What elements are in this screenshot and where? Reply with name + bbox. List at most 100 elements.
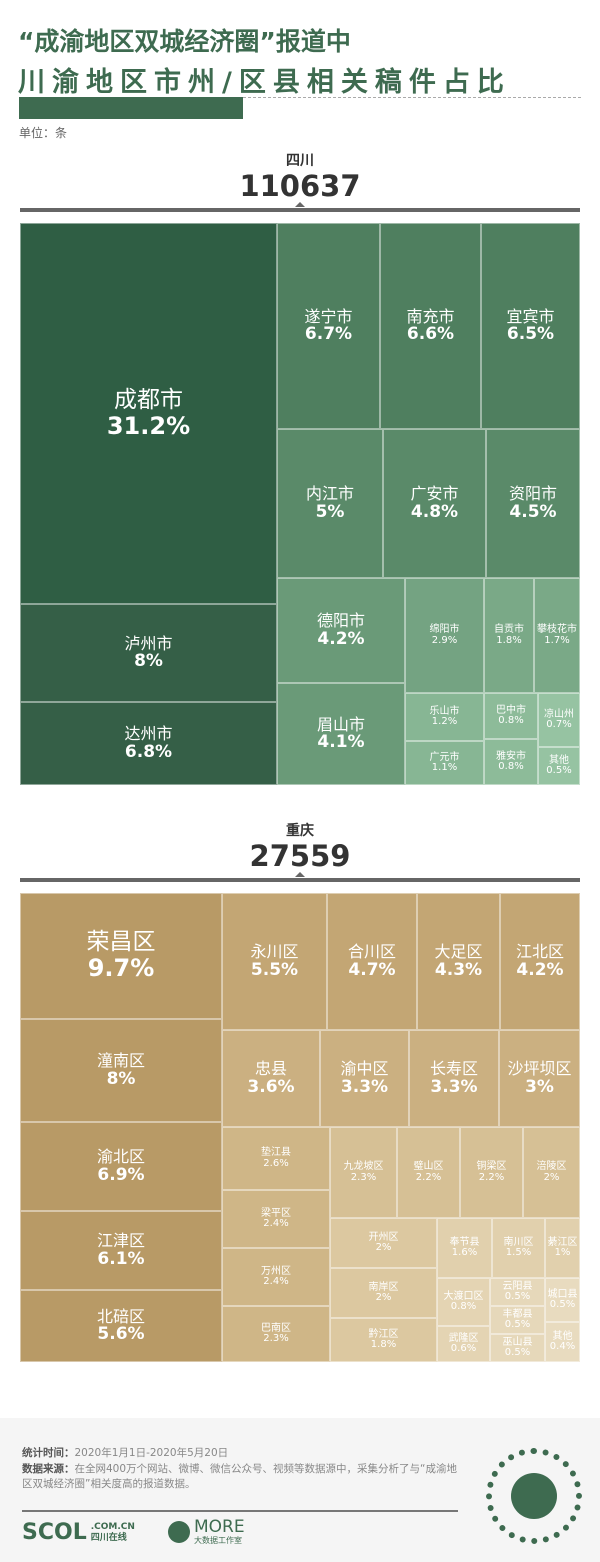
cell-pct: 4.2% [516,959,564,980]
treemap-cell: 攀枝花市 1.7% [534,578,580,693]
cell-pct: 6.8% [124,741,173,762]
unit-label: 单位：条 [19,126,68,140]
treemap-cell: 南岸区 2% [330,1268,437,1318]
cell-pct: 4.2% [317,628,365,649]
cell-pct: 2.2% [415,1171,442,1183]
cell-pct: 1.7% [544,634,570,646]
cell-pct: 0.5% [549,1299,576,1310]
logo-text: SCOL [22,1520,87,1545]
treemap-cell: 南川区 1.5% [492,1218,545,1278]
cell-name: 武隆区 [448,1332,479,1344]
cell-pct: 1.8% [370,1339,397,1350]
cell-pct: 1.1% [431,762,458,773]
time-label: 统计时间： [22,1447,75,1459]
cell-pct: 0.8% [498,715,524,726]
cell-name: 铜梁区 [476,1161,507,1172]
cell-name: 南岸区 [368,1281,399,1293]
cell-pct: 0.4% [549,1341,576,1352]
cell-pct: 2% [375,1292,392,1303]
cell-name: 长寿区 [429,1059,478,1079]
treemap-cell: 云阳县 0.5% [490,1278,545,1306]
region-axis [20,872,580,882]
treemap-cell: 自贡市 1.8% [484,578,534,693]
treemap-cell: 遂宁市 6.7% [277,223,380,429]
cell-pct: 4.3% [434,959,483,980]
cell-pct: 2.9% [431,634,458,646]
cell-name: 黔江区 [368,1328,399,1340]
title-line2: 川渝地区市州/区县相关稿件占比 [18,67,511,98]
treemap-cell: 其他 0.5% [538,747,580,785]
stat-time: 统计时间：2020年1月1日-2020年5月20日 [22,1446,462,1461]
cell-pct: 2.4% [263,1276,289,1287]
cell-name: 涪陵区 [536,1161,567,1172]
data-source: 数据来源：在全网400万个网站、微博、微信公众号、视频等数据源中，采集分析了与“… [22,1462,462,1492]
cell-name: 内江市 [305,484,354,504]
chongqing-header: 重庆 27559 [0,820,600,872]
logo-sub: .COM.CN [90,1521,135,1532]
cell-pct: 3.6% [247,1076,295,1097]
treemap-cell: 渝中区 3.3% [320,1030,409,1127]
cell-name: 沙坪坝区 [507,1059,572,1079]
cell-pct: 6.5% [506,324,555,345]
cell-name: 璧山区 [413,1161,444,1172]
treemap-cell: 涪陵区 2% [523,1127,580,1218]
cell-pct: 2.6% [263,1157,289,1169]
treemap-cell: 乐山市 1.2% [405,693,484,741]
cell-name: 北碚区 [96,1306,145,1326]
cell-name: 绵阳市 [429,624,460,635]
treemap-cell: 黔江区 1.8% [330,1318,437,1362]
treemap-cell: 江津区 6.1% [20,1211,222,1290]
treemap-cell: 巴中市 0.8% [484,693,538,739]
treemap-cell: 忠县 3.6% [222,1030,320,1127]
cell-name: 潼南区 [96,1051,145,1071]
cell-pct: 5.5% [250,959,299,980]
cell-pct: 0.5% [504,1347,531,1358]
cell-pct: 2.3% [350,1171,377,1183]
treemap-cell: 广安市 4.8% [383,429,486,578]
cell-name: 渝北区 [96,1147,145,1167]
treemap-cell: 沙坪坝区 3% [499,1030,580,1127]
sichuan-header: 四川 110637 [0,150,600,202]
cell-name: 云阳县 [502,1280,533,1292]
treemap-cell: 绵阳市 2.9% [405,578,484,693]
treemap-cell: 其他 0.4% [545,1322,580,1362]
logo-text: MORE [194,1517,245,1537]
cell-name: 永川区 [250,942,299,962]
cell-pct: 0.7% [546,719,572,730]
treemap-cell: 垫江县 2.6% [222,1127,330,1190]
cell-pct: 0.5% [546,765,572,776]
region-name: 重庆 [286,823,314,839]
treemap-cell: 成都市 31.2% [20,223,277,604]
treemap-cell: 奉节县 1.6% [437,1218,492,1278]
treemap-cell: 武隆区 0.6% [437,1326,490,1362]
source-label: 数据来源： [22,1463,75,1475]
cell-name: 忠县 [254,1059,287,1079]
cell-pct: 6.9% [97,1164,145,1185]
treemap-cell: 北碚区 5.6% [20,1290,222,1362]
cell-name: 达州市 [124,724,173,744]
region-axis [20,202,580,212]
cell-name: 九龙坡区 [343,1161,384,1172]
cell-pct: 4.7% [348,959,396,980]
logo-sub: 四川在线 [90,1532,127,1543]
cell-pct: 1.5% [505,1247,532,1258]
cell-pct: 3.3% [430,1076,478,1097]
treemap-cell: 巴南区 2.3% [222,1306,330,1362]
cell-name: 巴中市 [496,704,526,716]
cell-name: 广安市 [410,484,459,504]
cell-name: 广元市 [429,751,460,763]
treemap-cell: 德阳市 4.2% [277,578,405,683]
cell-name: 遂宁市 [304,306,353,326]
cell-pct: 2% [375,1242,392,1253]
cell-pct: 6.1% [97,1248,145,1269]
cell-pct: 2% [543,1171,560,1183]
treemap-cell: 梁平区 2.4% [222,1190,330,1248]
cell-pct: 31.2% [106,411,191,440]
cell-name: 江津区 [96,1231,145,1251]
cell-name: 綦江区 [547,1236,578,1248]
treemap-cell: 凉山州 0.7% [538,693,580,747]
treemap-cell: 宜宾市 6.5% [481,223,580,429]
cell-pct: 5% [315,501,345,522]
cell-pct: 1.2% [431,716,458,727]
cell-name: 大渡口区 [443,1290,484,1302]
